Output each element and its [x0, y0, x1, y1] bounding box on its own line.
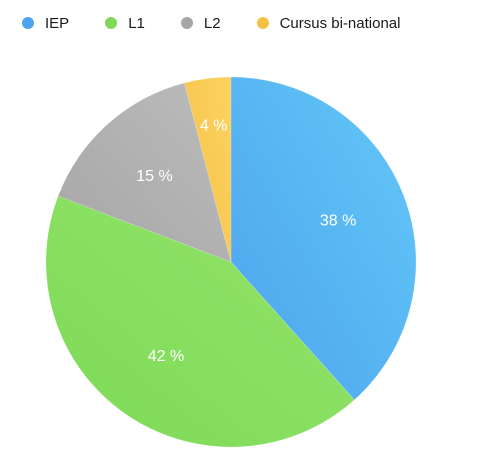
- legend-swatch-cursus-bi-national: [256, 17, 269, 29]
- legend-swatch-l1: [105, 17, 118, 29]
- pie-labels: 38 % 42 % 15 % 4 %: [136, 118, 356, 365]
- pie-slice-iep: [230, 76, 417, 401]
- slice-label-cursus-bi-national: 4 %: [200, 118, 228, 135]
- legend-item-iep: IEP: [22, 15, 69, 32]
- pie-slices: [45, 76, 417, 448]
- legend-label-iep: IEP: [45, 14, 70, 32]
- legend-item-l2: L2: [180, 14, 221, 32]
- legend-label-l2: L2: [203, 14, 221, 32]
- slice-label-l2: 15 %: [136, 168, 172, 185]
- pie-slice-cursus-bi-national: [184, 76, 232, 263]
- pie-slice-l2: [57, 82, 232, 263]
- legend-label-cursus-bi-national: Cursus bi-national: [279, 14, 401, 32]
- legend-label-l1: L1: [128, 14, 145, 32]
- pie-slice-l1: [45, 195, 355, 448]
- legend-swatch-l2: [180, 17, 193, 29]
- legend-item-l1: L1: [105, 15, 145, 32]
- slice-label-l1: 42 %: [148, 348, 184, 365]
- legend-swatch-iep: [22, 17, 34, 29]
- slice-label-iep: 38 %: [320, 213, 356, 230]
- legend-item-cursus-bi-national: Cursus bi-national: [256, 14, 401, 32]
- chart-legend: IEP L1 L2 Cursus bi-national: [22, 12, 400, 34]
